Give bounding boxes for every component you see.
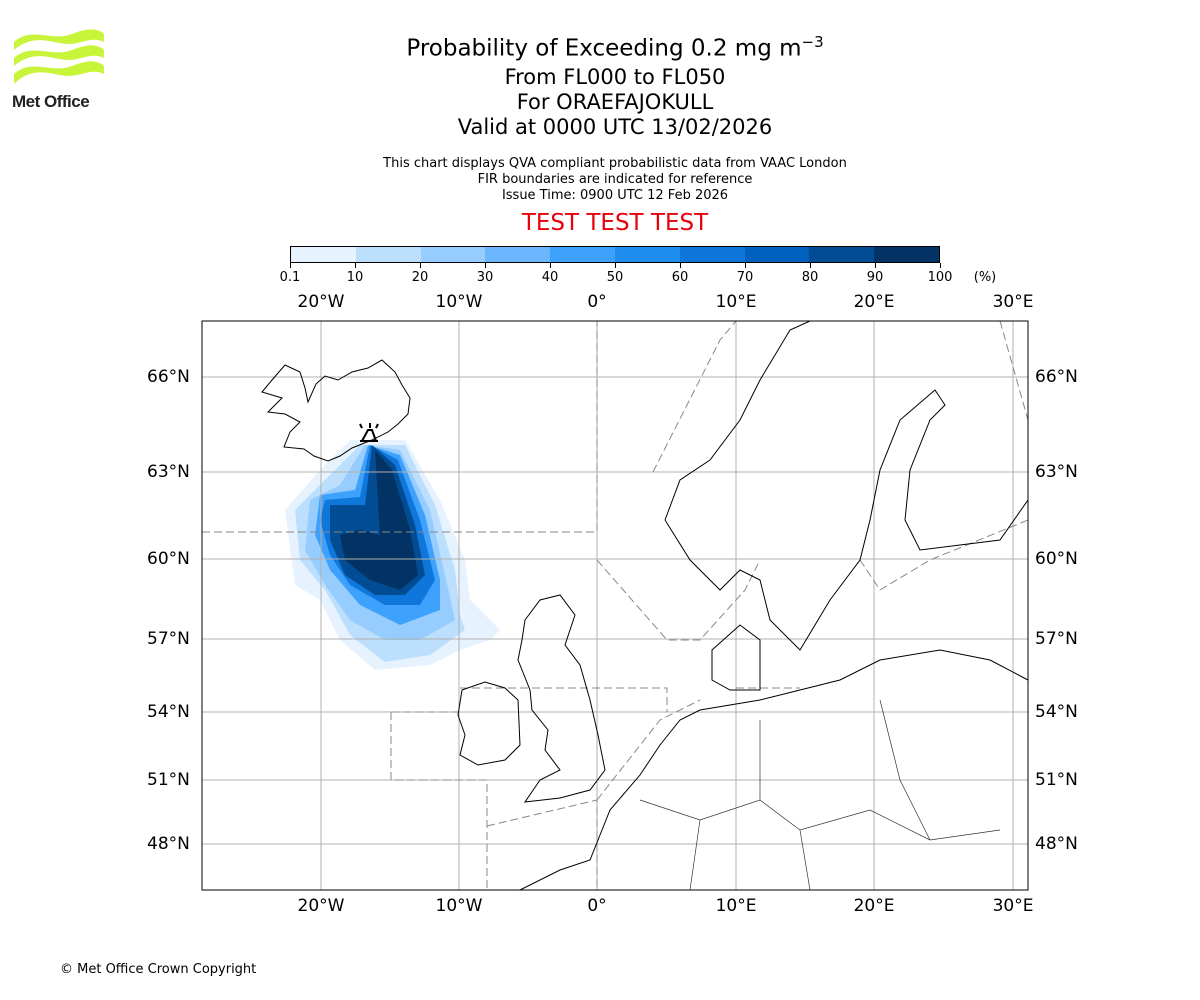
- longitude-label: 10°W: [435, 292, 483, 312]
- colorbar-segment: [291, 247, 356, 262]
- ireland: [457, 681, 521, 766]
- longitude-label: 20°E: [853, 292, 895, 312]
- latitude-label: 57°N: [147, 629, 190, 649]
- colorbar-segment: [355, 247, 421, 262]
- latitude-label: 51°N: [1035, 770, 1078, 790]
- latitude-label: 66°N: [147, 367, 190, 387]
- longitude-label: 20°W: [297, 292, 345, 312]
- map-frame: [201, 320, 1029, 891]
- copyright: © Met Office Crown Copyright: [60, 962, 257, 977]
- volcano-name: For ORAEFAJOKULL: [516, 89, 714, 114]
- colorbar-segment: [744, 247, 810, 262]
- latitude-label: 54°N: [1035, 702, 1078, 722]
- colorbar-tick-label: 70: [736, 270, 754, 285]
- latitude-label: 66°N: [1035, 367, 1078, 387]
- longitude-label: 30°E: [992, 896, 1034, 916]
- colorbar-segment: [420, 247, 486, 262]
- valid-time: Valid at 0000 UTC 13/02/2026: [457, 114, 773, 139]
- colorbar-segment: [550, 247, 615, 262]
- latitude-label: 60°N: [1035, 549, 1078, 569]
- latitude-label: 63°N: [1035, 462, 1078, 482]
- met-office-logo: Met Office: [12, 28, 108, 112]
- colorbar-unit: (%): [973, 270, 997, 285]
- colorbar-tick: [680, 263, 681, 268]
- colorbar-tick-label: 40: [541, 270, 559, 285]
- colorbar-tick: [745, 263, 746, 268]
- latitude-label: 54°N: [147, 702, 190, 722]
- flight-levels: From FL000 to FL050: [504, 64, 726, 89]
- latitude-label: 51°N: [147, 770, 190, 790]
- longitude-label: 10°E: [715, 292, 757, 312]
- chart-title: Probability of Exceeding 0.2 mg m−3: [406, 33, 824, 62]
- issue-time: Issue Time: 0900 UTC 12 Feb 2026: [501, 187, 729, 203]
- latitude-label: 63°N: [147, 462, 190, 482]
- longitude-label: 30°E: [992, 292, 1034, 312]
- coastlines: [261, 321, 1028, 890]
- logo-text: Met Office: [12, 92, 90, 111]
- fir-boundaries: [202, 321, 1028, 890]
- colorbar-tick-label: 80: [801, 270, 819, 285]
- longitude-label: 0°: [587, 292, 607, 312]
- colorbar-tick-label: 90: [866, 270, 884, 285]
- colorbar-tick: [485, 263, 486, 268]
- colorbar-tick: [810, 263, 811, 268]
- great-britain: [517, 594, 606, 803]
- colorbar-tick-label: 20: [411, 270, 429, 285]
- latitude-label: 48°N: [147, 834, 190, 854]
- longitude-label: 10°W: [435, 896, 483, 916]
- latitude-label: 48°N: [1035, 834, 1078, 854]
- latitude-label: 57°N: [1035, 629, 1078, 649]
- longitude-label: 20°E: [853, 896, 895, 916]
- colorbar-tick-label: 50: [606, 270, 624, 285]
- test-banner: TEST TEST TEST: [521, 209, 709, 236]
- scandinavia: [664, 321, 1028, 651]
- subtitle-line2: FIR boundaries are indicated for referen…: [477, 171, 753, 187]
- colorbar-tick: [550, 263, 551, 268]
- colorbar-tick-label: 30: [476, 270, 494, 285]
- colorbar-tick: [420, 263, 421, 268]
- colorbar: [290, 246, 940, 263]
- borders: [639, 699, 1001, 890]
- colorbar-tick-label: 10: [346, 270, 364, 285]
- ash-plume: [285, 440, 500, 670]
- longitude-label: 10°E: [715, 896, 757, 916]
- colorbar-tick-label: 0.1: [279, 270, 301, 285]
- colorbar-segment: [679, 247, 745, 262]
- colorbar-segment: [874, 247, 939, 262]
- volcano-icon: [359, 423, 379, 442]
- iceland: [261, 359, 411, 462]
- longitude-label: 20°W: [297, 896, 345, 916]
- colorbar-segment: [614, 247, 680, 262]
- colorbar-tick: [615, 263, 616, 268]
- colorbar-tick: [875, 263, 876, 268]
- colorbar-tick-label: 60: [671, 270, 689, 285]
- longitude-label: 0°: [587, 896, 607, 916]
- subtitle-line1: This chart displays QVA compliant probab…: [383, 155, 847, 171]
- colorbar-segment: [485, 247, 551, 262]
- denmark: [711, 624, 761, 691]
- met-office-waves-icon: [14, 29, 104, 84]
- colorbar-tick: [290, 263, 291, 268]
- chart-titles: Probability of Exceeding 0.2 mg m−3 From…: [315, 26, 915, 236]
- colorbar-tick: [355, 263, 356, 268]
- continent: [519, 649, 1028, 890]
- subtitle: This chart displays QVA compliant probab…: [315, 156, 915, 204]
- latitude-label: 60°N: [147, 549, 190, 569]
- colorbar-tick: [940, 263, 941, 268]
- colorbar-tick-label: 100: [927, 270, 953, 285]
- graticule: [202, 321, 1028, 890]
- colorbar-segment: [809, 247, 875, 262]
